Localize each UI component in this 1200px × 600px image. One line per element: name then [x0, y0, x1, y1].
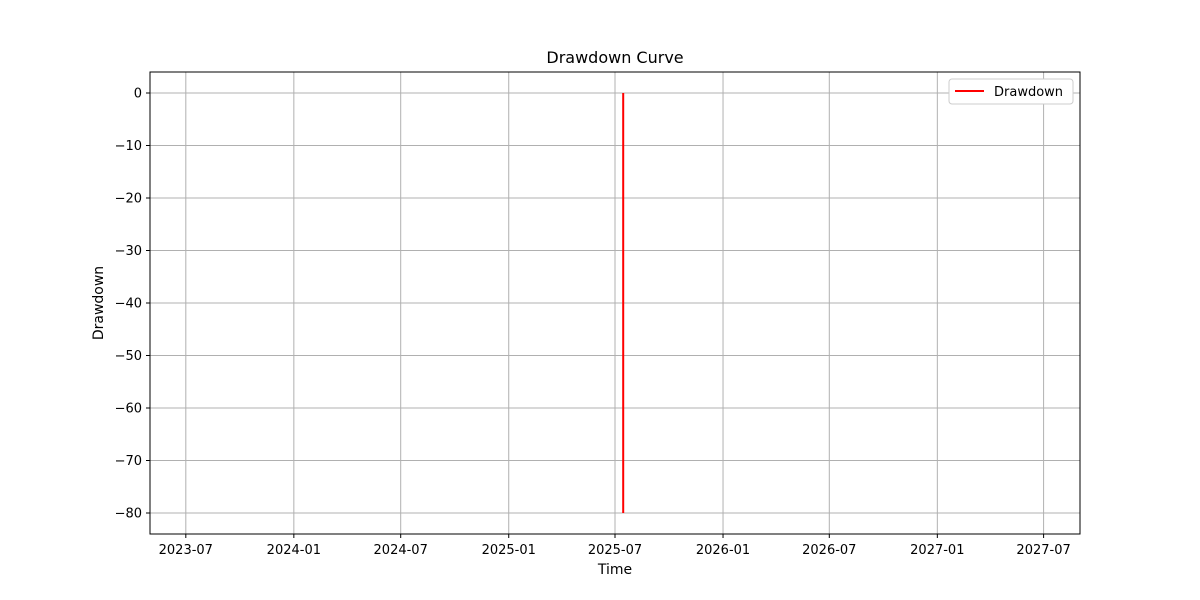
y-tick-label: −40	[115, 297, 142, 312]
y-tick-label: −10	[115, 139, 142, 154]
x-tick-label: 2024-01	[267, 543, 321, 558]
y-tick-label: −20	[115, 192, 142, 207]
x-tick-label: 2027-07	[1016, 543, 1070, 558]
x-tick-label: 2026-07	[802, 543, 856, 558]
legend-box	[948, 78, 1074, 105]
x-tick-label: 2023-07	[159, 543, 213, 558]
legend-label-drawdown: Drawdown	[994, 85, 1063, 100]
y-axis-label: Drawdown	[91, 266, 107, 340]
x-tick-label: 2026-01	[696, 543, 750, 558]
y-axis-ticks: 0 −10 −20 −30 −40 −50 −60 −70 −80	[115, 87, 150, 522]
y-tick-label: −60	[115, 402, 142, 417]
y-tick-label: −30	[115, 244, 142, 259]
grid	[150, 72, 1080, 534]
x-tick-label: 2025-01	[482, 543, 536, 558]
y-tick-label: −80	[115, 507, 142, 522]
chart-title: Drawdown Curve	[546, 48, 683, 67]
y-tick-label: 0	[134, 87, 142, 102]
y-tick-label: −70	[115, 454, 142, 469]
x-tick-label: 2025-07	[588, 543, 642, 558]
x-tick-label: 2027-01	[910, 543, 964, 558]
x-tick-label: 2024-07	[374, 543, 428, 558]
y-tick-label: −50	[115, 349, 142, 364]
x-axis-ticks: 2023-07 2024-01 2024-07 2025-01 2025-07 2026-…	[159, 534, 1071, 558]
x-axis-label: Time	[597, 562, 632, 578]
legend: Drawdown	[948, 78, 1074, 105]
